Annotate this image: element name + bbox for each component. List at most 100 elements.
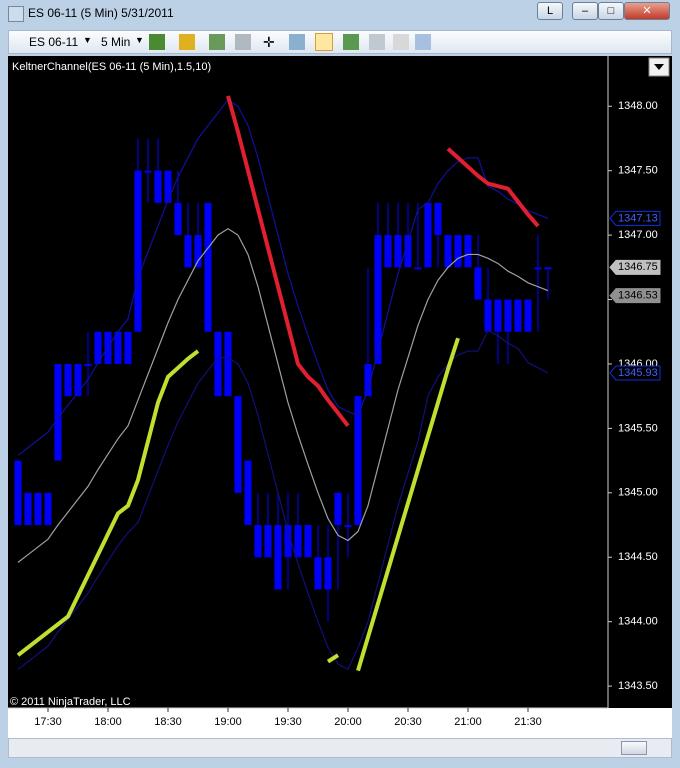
chart: 1343.50 1344.00 1344.50 1345.00 1345.50 1346.…: [8, 56, 672, 740]
candle-body: [14, 460, 22, 526]
candle-body: [334, 492, 342, 526]
candle-body: [194, 235, 202, 268]
indicators-tool[interactable]: [343, 34, 359, 50]
x-tick-label: 21:00: [454, 716, 482, 728]
candle-body: [64, 363, 72, 397]
y-tick-label: 1347.00: [618, 229, 658, 241]
draw-tool[interactable]: [179, 34, 195, 50]
bar-type-tool[interactable]: [149, 34, 165, 50]
price-marker-label: 1346.53: [618, 290, 658, 302]
candle-body: [414, 267, 422, 270]
copyright: © 2011 NinjaTrader, LLC: [10, 696, 131, 708]
price-marker-label: 1347.13: [618, 212, 658, 224]
remove-tool[interactable]: [235, 34, 251, 50]
candle-body: [124, 331, 132, 364]
price-marker-label: 1346.75: [618, 261, 658, 273]
templates-tool[interactable]: [393, 34, 409, 50]
candle-body: [364, 363, 372, 397]
candle-body: [54, 363, 62, 461]
candle-body: [424, 202, 432, 268]
candle-body: [114, 331, 122, 364]
price-marker: [609, 365, 661, 381]
x-tick-label: 20:00: [334, 716, 362, 728]
candle-body: [34, 492, 42, 526]
candle-body: [454, 235, 462, 268]
scrollbar[interactable]: [8, 738, 672, 758]
candle-body: [94, 331, 102, 364]
candle-body: [374, 235, 382, 364]
y-tick-label: 1344.50: [618, 551, 658, 563]
candle-body: [394, 235, 402, 268]
window-title: ES 06-11 (5 Min) 5/31/2011: [28, 6, 174, 20]
y-tick-label: 1348.00: [618, 100, 658, 112]
candle-body: [464, 235, 472, 268]
candle-body: [244, 460, 252, 526]
indicator-line: [226, 95, 540, 428]
instrument-selector[interactable]: ES 06-11: [29, 35, 79, 49]
scroll-thumb[interactable]: [621, 741, 647, 755]
indicator-line: [17, 227, 549, 563]
candle-body: [344, 525, 352, 528]
zoom-tool[interactable]: [289, 34, 305, 50]
x-tick-label: 18:00: [94, 716, 122, 728]
x-tick-label: 18:30: [154, 716, 182, 728]
y-tick-label: 1344.00: [618, 616, 658, 628]
candle-body: [284, 525, 292, 558]
candle-body: [444, 235, 452, 268]
minimize-button[interactable]: –: [572, 2, 598, 20]
candle-body: [504, 299, 512, 332]
candle-body: [484, 299, 492, 332]
data-box-tool[interactable]: [415, 34, 431, 50]
candle-body: [434, 202, 442, 236]
x-tick-label: 19:00: [214, 716, 242, 728]
maximize-button[interactable]: □: [598, 2, 624, 20]
candle-body: [204, 202, 212, 332]
candle-body: [214, 331, 222, 397]
candle-body: [264, 525, 272, 558]
strategies-tool[interactable]: [369, 34, 385, 50]
candle-body: [404, 235, 412, 268]
indicator-label: KeltnerChannel(ES 06-11 (5 Min),1.5,10): [12, 61, 211, 73]
candle-body: [534, 267, 542, 270]
candle-body: [524, 299, 532, 332]
candle-body: [474, 267, 482, 300]
add-tool[interactable]: [209, 34, 225, 50]
indicator-line: [17, 329, 549, 671]
candle-body: [24, 492, 32, 526]
candle-body: [84, 363, 92, 366]
candle-body: [294, 525, 302, 558]
x-tick-label: 21:30: [514, 716, 542, 728]
candle-body: [494, 299, 502, 332]
x-tick-label: 17:30: [34, 716, 62, 728]
candle-body: [314, 557, 322, 590]
price-marker: [609, 259, 661, 275]
price-marker: [609, 288, 661, 304]
plot-background: [8, 56, 672, 740]
candle-body: [324, 557, 332, 590]
y-tick-label: 1343.50: [618, 680, 658, 692]
candle-body: [514, 299, 522, 332]
candle-body: [174, 202, 182, 236]
app-icon: [8, 6, 24, 22]
y-tick-label: 1347.50: [618, 165, 658, 177]
candle-body: [384, 235, 392, 268]
candle-body: [134, 170, 142, 332]
candle-body: [74, 363, 82, 397]
indicator-line: [16, 337, 460, 672]
crosshair-tool[interactable]: ✛: [263, 34, 275, 50]
layout-button[interactable]: L: [537, 2, 563, 20]
properties-tool[interactable]: [315, 33, 333, 51]
interval-selector[interactable]: 5 Min: [101, 35, 131, 49]
price-marker-label: 1345.93: [618, 367, 658, 379]
close-button[interactable]: ✕: [624, 2, 670, 20]
candle-body: [164, 170, 172, 203]
price-marker: [609, 210, 661, 226]
panel-menu-arrow: [654, 64, 664, 70]
candle-body: [544, 267, 552, 270]
candle-body: [354, 396, 362, 526]
x-tick-label: 19:30: [274, 716, 302, 728]
candle-body: [144, 170, 152, 173]
y-tick-label: 1345.00: [618, 487, 658, 499]
candle-body: [274, 525, 282, 590]
